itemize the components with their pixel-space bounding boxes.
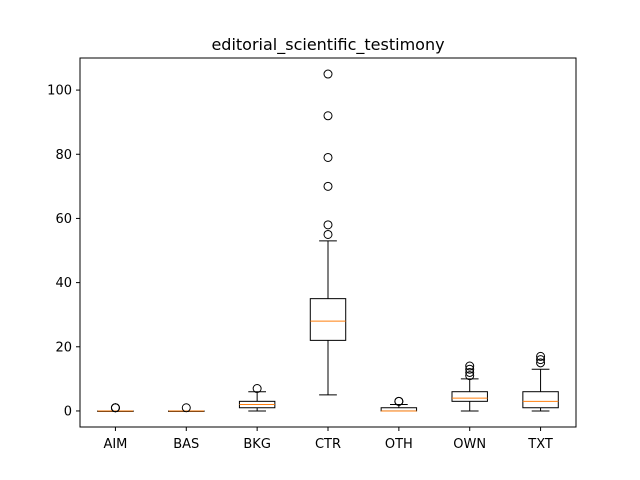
y-tick-label: 80	[55, 148, 72, 163]
x-tick-label: TXT	[527, 437, 553, 452]
y-tick-label: 0	[64, 404, 72, 419]
x-tick-label: OWN	[453, 437, 486, 452]
plot-frame	[79, 57, 577, 428]
outlier-point	[465, 364, 475, 374]
x-tick-label: OTH	[385, 437, 413, 452]
x-tick-label: BAS	[173, 437, 199, 452]
y-tick-label: 60	[55, 212, 72, 227]
outlier-point	[181, 403, 191, 413]
box-txt	[522, 391, 559, 409]
outlier-point	[110, 403, 120, 413]
outlier-point	[465, 371, 475, 381]
box-own	[451, 391, 488, 402]
outlier-point	[323, 69, 333, 79]
outlier-point	[465, 367, 475, 377]
x-tick-label: BKG	[243, 437, 271, 452]
y-tick-label: 40	[55, 276, 72, 291]
outlier-point	[323, 220, 333, 230]
chart-title: editorial_scientific_testimony	[211, 35, 444, 55]
outlier-point	[465, 361, 475, 371]
outlier-point	[323, 111, 333, 121]
x-tick-label: CTR	[315, 437, 341, 452]
y-tick-label: 20	[55, 340, 72, 355]
outlier-point	[536, 355, 546, 365]
outlier-point	[536, 358, 546, 368]
y-tick-label: 100	[47, 84, 72, 99]
outlier-point	[394, 396, 404, 406]
outlier-point	[323, 229, 333, 239]
outlier-point	[323, 181, 333, 191]
outlier-point	[252, 383, 262, 393]
plot-area: 0 20 40 60 80 100 AIM BAS BKG CTR OTH OWN TXT	[47, 69, 559, 452]
x-tick-label: AIM	[103, 437, 127, 452]
outlier-point	[323, 152, 333, 162]
box-ctr	[309, 298, 347, 341]
outlier-point	[536, 351, 546, 361]
